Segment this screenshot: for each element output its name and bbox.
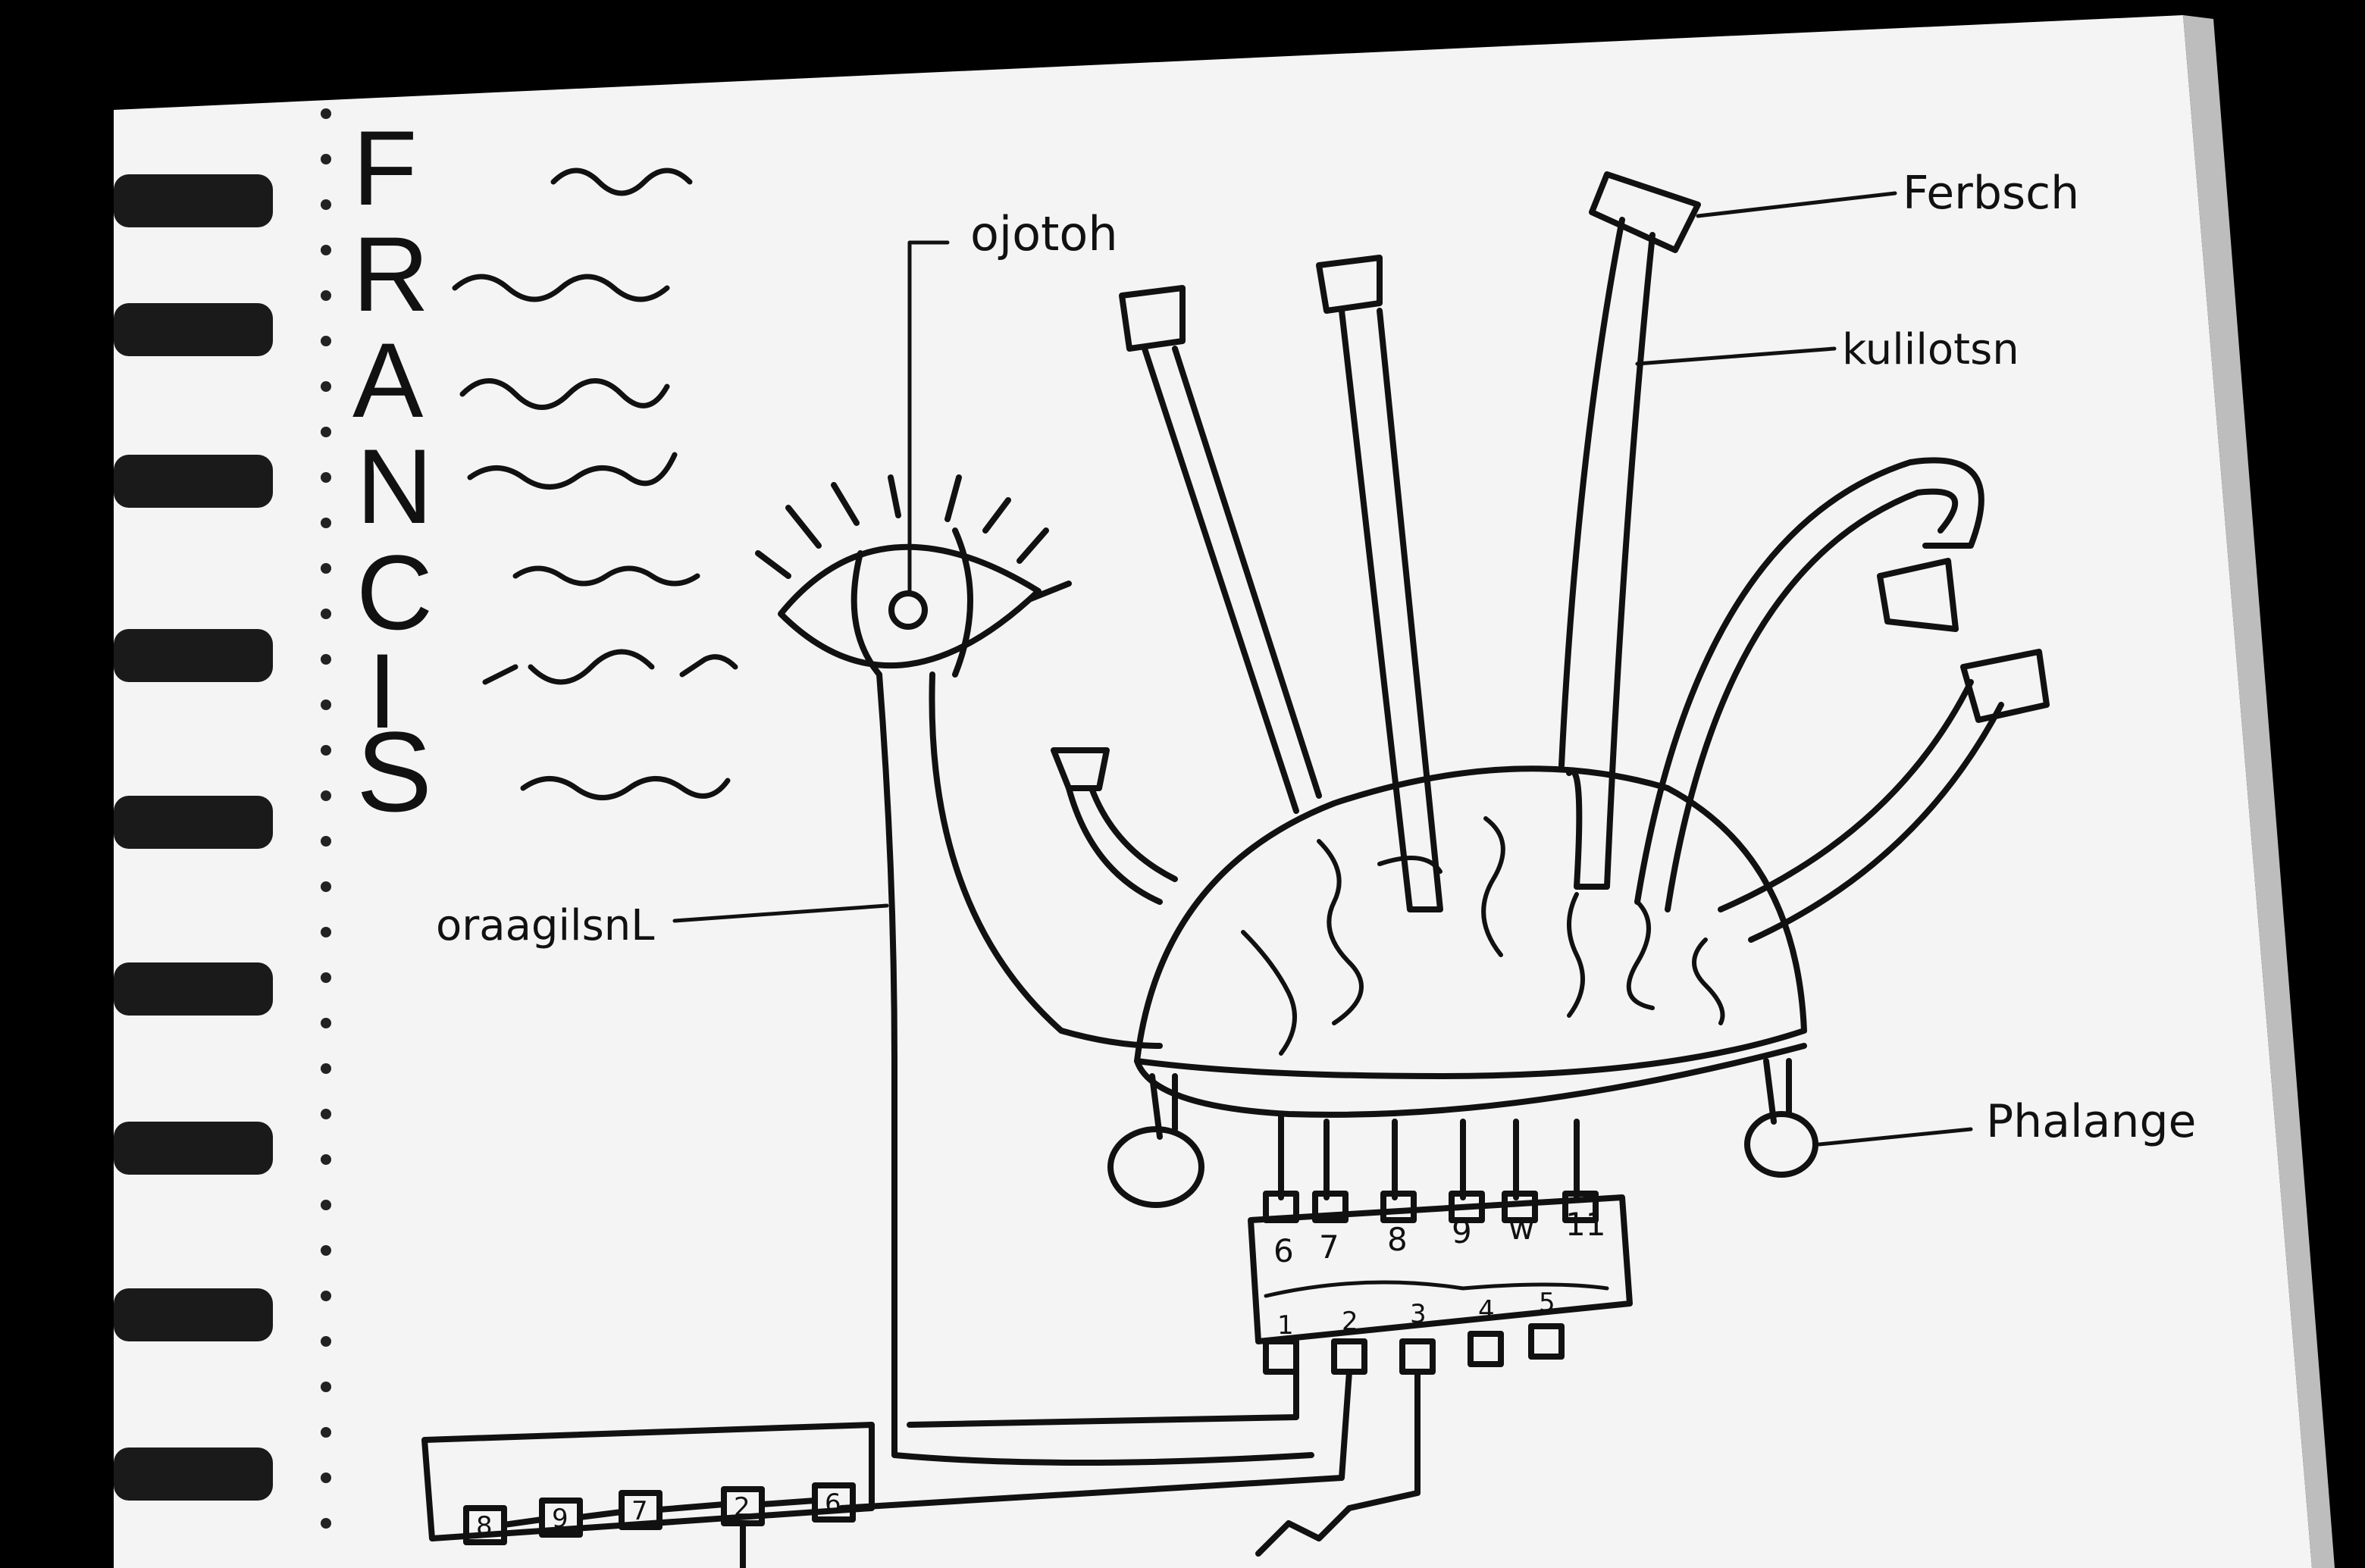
foot-label: Phalange <box>1986 1095 2196 1148</box>
chip-bottom-pads <box>1263 1323 1565 1375</box>
chip-body <box>1248 1194 1633 1344</box>
spiral-binding <box>114 174 273 1501</box>
top-right-leader <box>1696 191 1897 218</box>
chip-pin-labels-bottom: 1 2 3 4 5 <box>1277 1288 1555 1341</box>
stalk-label: oraagilsnL <box>436 901 654 950</box>
pin-label: 3 <box>1410 1299 1427 1329</box>
cell-label: 8 <box>476 1511 493 1541</box>
cell-label: 6 <box>825 1488 841 1519</box>
foot-right-leg <box>1763 1058 1792 1125</box>
tube-cap-1 <box>1119 285 1186 352</box>
tube-cap-short-left <box>1051 747 1110 791</box>
pin-label: 7 <box>1319 1228 1339 1266</box>
battery-pack <box>421 1422 875 1541</box>
stalk-leader <box>672 903 889 923</box>
eye-label: ojotoh <box>970 206 1118 261</box>
eye-outline <box>778 543 1042 669</box>
title-francis: F R A N C I S <box>352 108 433 835</box>
title-letter-a: A <box>352 321 424 440</box>
tube-cap-2 <box>1316 255 1383 314</box>
chip-wire-2 <box>838 1369 1352 1511</box>
pin-label: 6 <box>1273 1232 1294 1269</box>
battery-cell-labels: 8 9 7 2 6 <box>476 1488 841 1541</box>
tube-label: kulilotsn <box>1842 325 2019 374</box>
eye-lashes <box>755 474 1072 602</box>
pin-label: 4 <box>1478 1295 1495 1325</box>
cell-label: 2 <box>734 1492 750 1523</box>
battery-connectors <box>501 1498 818 1568</box>
pin-label: 9 <box>1452 1213 1472 1250</box>
tube-curled-head <box>1877 558 1959 632</box>
pin-label: 2 <box>1342 1307 1358 1337</box>
title-letter-s: S <box>356 708 432 835</box>
title-letter-r: R <box>352 214 429 333</box>
title-letter-c: C <box>356 533 433 652</box>
paper-shadow-edge <box>2183 15 2335 1568</box>
foot-right <box>1744 1111 1818 1178</box>
paper-page <box>114 15 2312 1568</box>
tube-short-left <box>1066 785 1178 905</box>
tube-curled <box>1634 457 1984 912</box>
tube-2 <box>1339 308 1443 912</box>
foot-left <box>1107 1126 1204 1208</box>
perforation-holes <box>321 108 331 1529</box>
eye-iris-curve <box>850 527 973 678</box>
tube-leader <box>1635 346 1837 366</box>
creature-drawing <box>421 171 2050 1568</box>
tube-cap-3 <box>1589 171 1701 253</box>
pin-label: 11 <box>1565 1206 1605 1243</box>
tube-1 <box>1142 346 1322 814</box>
pin-label: 8 <box>1387 1221 1408 1258</box>
chip-wire-3 <box>1255 1369 1421 1557</box>
chip-pin-labels-top: 6 7 8 9 w 11 <box>1273 1206 1605 1269</box>
annotation-labels: ojotoh Ferbsch kulilotsn oraagilsnL Phal… <box>436 167 2196 1148</box>
pin-label: 5 <box>1539 1288 1555 1318</box>
title-letter-n: N <box>356 427 433 546</box>
chip-wire-1 <box>907 1369 1299 1428</box>
dome-body <box>1134 765 1807 1079</box>
eye-stalk <box>876 671 1314 1466</box>
foot-leader <box>1817 1127 1973 1147</box>
title-letter-f: F <box>352 108 418 227</box>
dome-wrinkles <box>1241 816 1725 1056</box>
cell-label: 9 <box>552 1504 569 1534</box>
tube-3 <box>1558 217 1656 890</box>
pin-label: w <box>1508 1210 1534 1247</box>
tube-cap-right <box>1960 649 2050 723</box>
chip-legs <box>1278 1111 1580 1200</box>
title-squiggles <box>452 167 738 800</box>
cell-label: 7 <box>631 1496 648 1526</box>
eye-pupil <box>888 590 928 630</box>
chip-scribble <box>1264 1280 1609 1298</box>
tube-right <box>1718 679 2004 943</box>
eye-label-leader <box>907 240 950 593</box>
pin-label: 1 <box>1277 1310 1294 1341</box>
title-letter-i: I <box>368 631 397 750</box>
top-right-label: Ferbsch <box>1903 167 2079 220</box>
